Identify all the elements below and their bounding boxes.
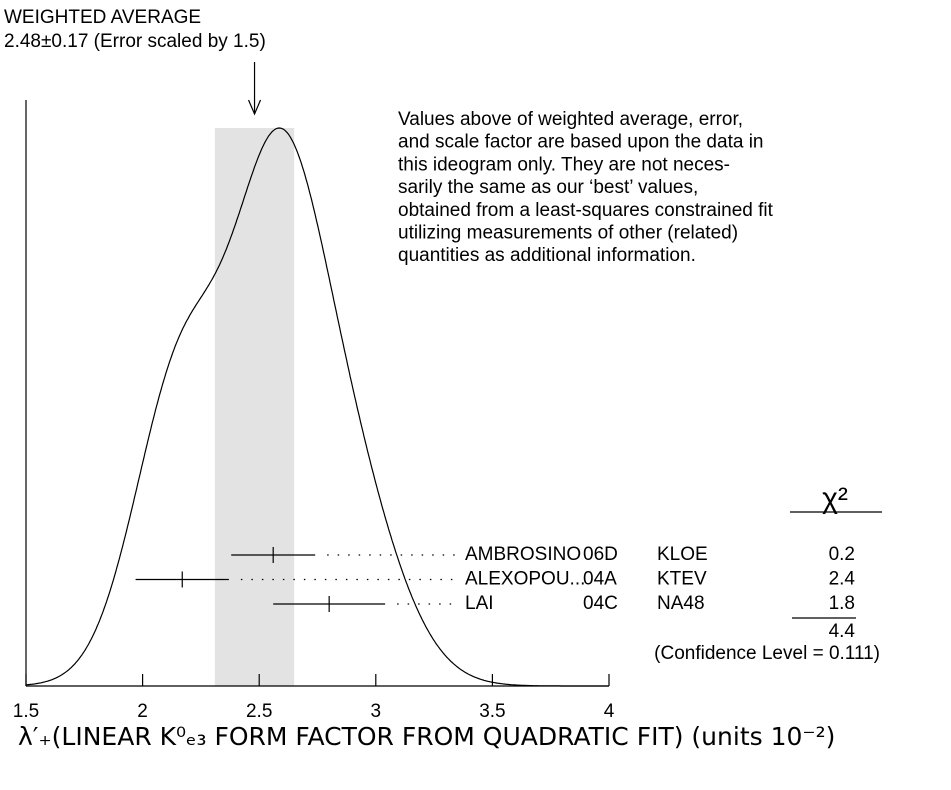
note-line: sarily the same as our ‘best’ values, (398, 177, 698, 198)
note-line: this ideogram only. They are not neces- (398, 154, 730, 175)
experiment: KLOE (657, 544, 708, 565)
year: 06D (583, 544, 618, 565)
author: ALEXOPOU... (465, 569, 585, 590)
author: LAI (465, 593, 494, 614)
x-tick-label: 3.5 (479, 701, 505, 722)
confidence-level: (Confidence Level = 0.111) (654, 643, 880, 664)
arrow-head (247, 99, 262, 116)
note-line: and scale factor are based upon the data… (398, 132, 763, 153)
experiment: NA48 (657, 593, 705, 614)
x-tick-label: 2 (137, 701, 148, 722)
note-line: Values above of weighted average, error, (398, 109, 743, 130)
average-label: WEIGHTED AVERAGE (4, 7, 201, 28)
note-line: utilizing measurements of other (related… (398, 223, 738, 244)
chi2: 0.2 (829, 544, 855, 565)
x-axis-label: λ′₊(LINEAR K⁰ₑ₃ FORM FACTOR FROM QUADRAT… (18, 722, 835, 751)
year: 04C (583, 593, 618, 614)
x-tick-label: 3 (371, 701, 382, 722)
chi2: 1.8 (829, 593, 855, 614)
year: 04A (583, 569, 617, 590)
note-line: obtained from a least-squares constraine… (398, 200, 774, 221)
chi2-header: χ² (822, 482, 848, 515)
chi2-total: 4.4 (829, 621, 856, 642)
x-tick-label: 1.5 (13, 701, 39, 722)
experiment: KTEV (657, 569, 707, 590)
average-band (214, 128, 295, 686)
chi2: 2.4 (829, 569, 856, 590)
author: AMBROSINO (465, 544, 581, 565)
average-text: 2.48±0.17 (Error scaled by 1.5) (4, 31, 266, 52)
x-tick-label: 4 (604, 701, 615, 722)
x-tick-label: 2.5 (246, 701, 272, 722)
note-line: quantities as additional information. (398, 245, 696, 266)
ideogram-curve (25, 127, 609, 687)
